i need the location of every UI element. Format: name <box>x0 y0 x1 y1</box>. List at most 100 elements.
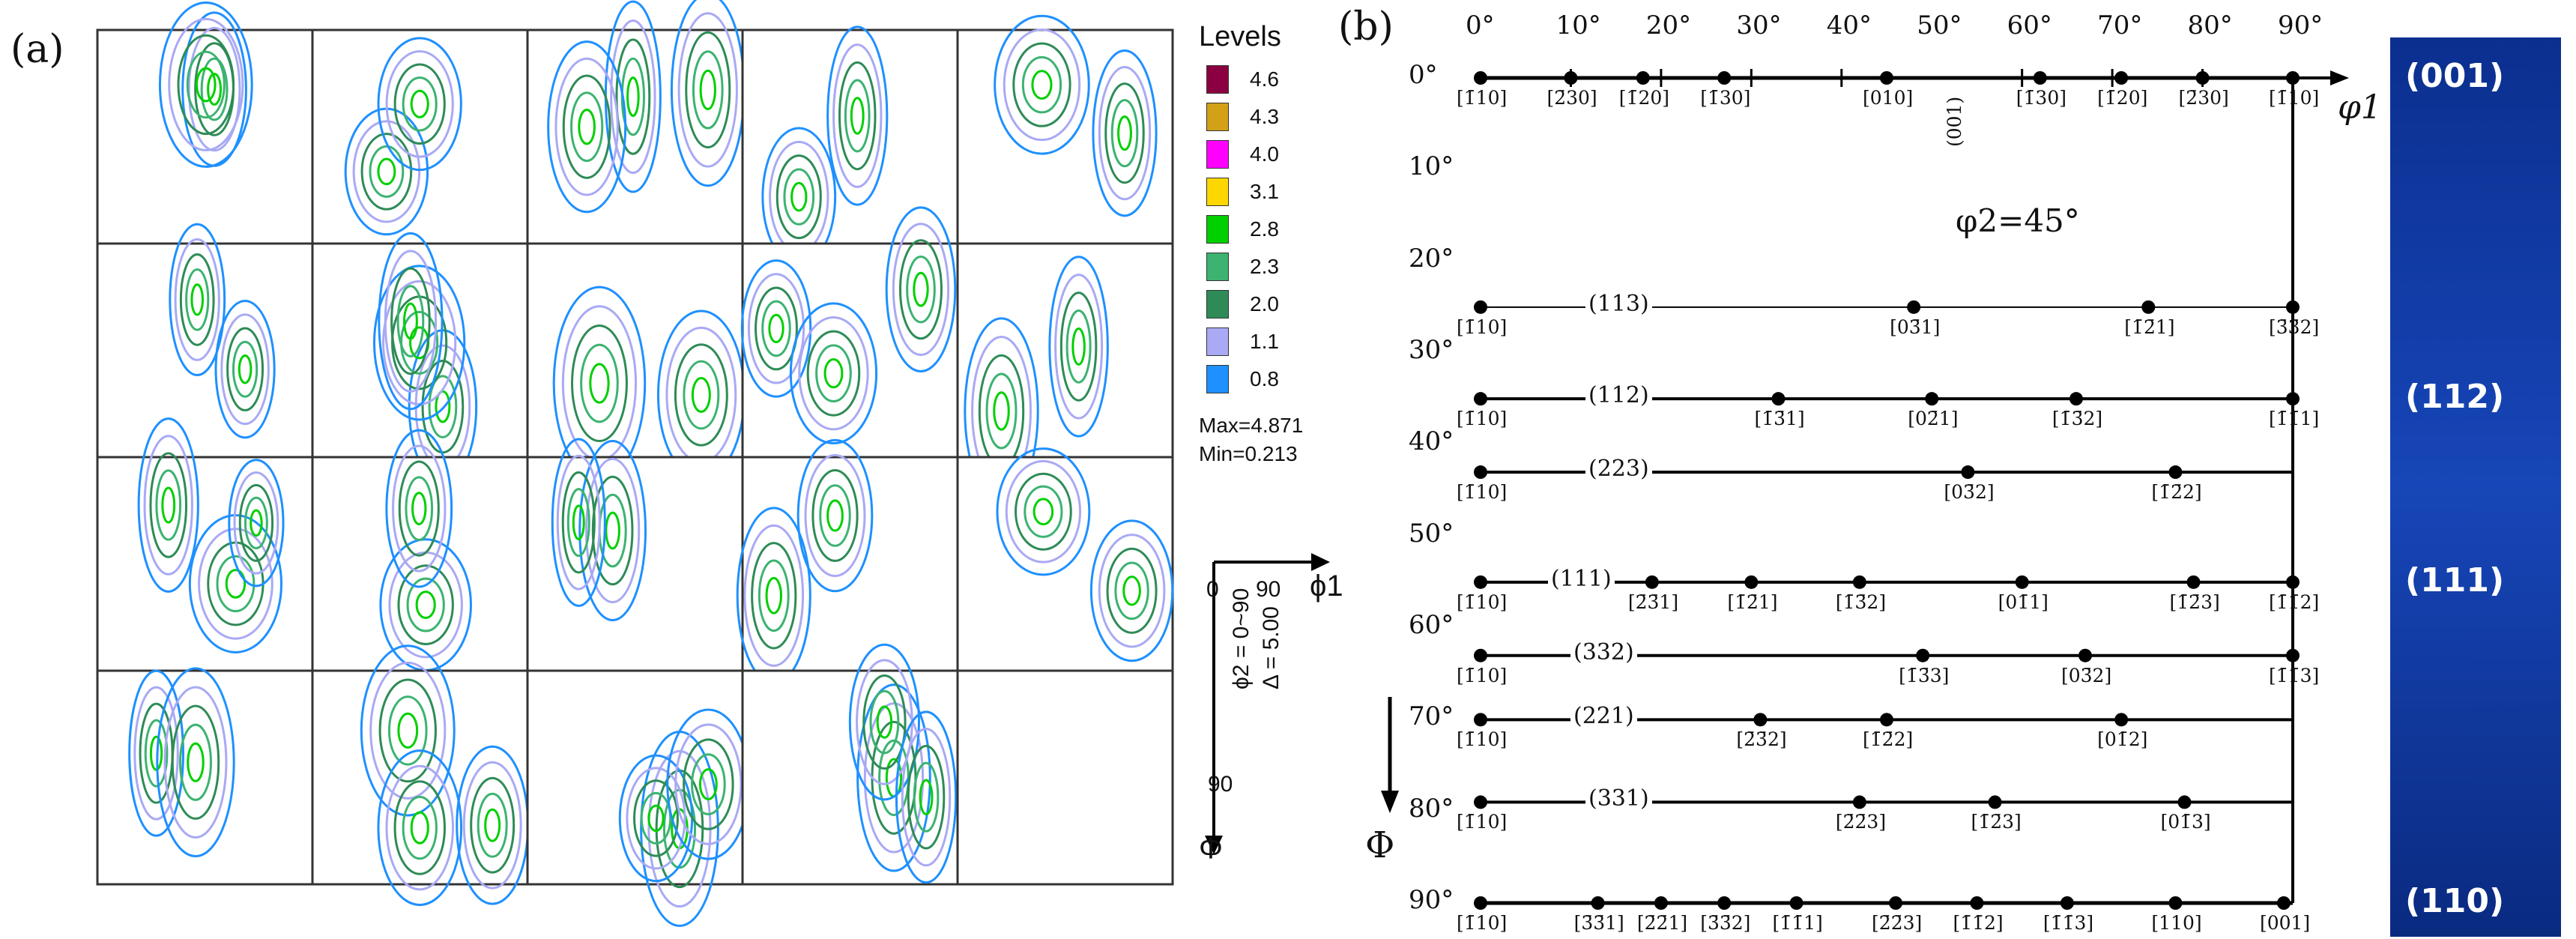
orientation-dot <box>1970 896 1984 910</box>
orientation-dot <box>1636 71 1650 85</box>
odf-contour <box>397 712 419 749</box>
orientation-label: [2̄2̄3] <box>1835 811 1887 833</box>
left-tick-label: 50° <box>1409 518 1454 549</box>
odf-contour <box>398 460 440 557</box>
odf-contour <box>789 302 878 445</box>
fiber-plane-label: (223) <box>1585 456 1652 483</box>
axis-key-y-label: Φ <box>1199 832 1223 865</box>
legend-swatch <box>1206 253 1229 281</box>
orientation-dot <box>1789 896 1803 910</box>
odf-contour <box>585 457 641 604</box>
odf-contour <box>1098 534 1166 648</box>
legend-swatch <box>1206 215 1229 244</box>
orientation-label: [1̄1̄2] <box>2269 591 2320 613</box>
odf-contour <box>798 316 869 431</box>
orientation-dot <box>1591 896 1605 910</box>
odf-contour <box>876 705 893 739</box>
odf-contour <box>385 429 453 588</box>
odf-contour <box>765 576 782 615</box>
odf-contour <box>850 97 865 135</box>
odf-contour <box>158 1 253 168</box>
orientation-dot <box>2286 648 2300 662</box>
odf-contour <box>187 26 241 152</box>
odf-contour <box>913 271 929 307</box>
odf-contour <box>913 761 940 833</box>
odf-contour <box>775 154 822 240</box>
odf-contour <box>1092 49 1158 217</box>
legend-row: 0.8 <box>1206 365 1279 393</box>
odf-contour <box>919 779 934 815</box>
odf-contour <box>826 499 844 532</box>
odf-contour <box>683 360 720 430</box>
odf-contour <box>605 511 620 550</box>
odf-contour <box>901 728 952 867</box>
orientation-label: [1̄1̄1] <box>1772 912 1823 934</box>
orientation-sidebar: (001) (112) (111) (110) <box>2390 37 2561 937</box>
odf-contour <box>226 327 264 411</box>
legend-row: 4.3 <box>1206 103 1279 131</box>
odf-contour <box>143 435 193 576</box>
axis-key-arrows <box>1205 553 1330 854</box>
odf-contour <box>207 73 223 106</box>
odf-contour <box>755 286 798 371</box>
odf-contour <box>692 50 724 130</box>
odf-contour <box>804 453 866 578</box>
legend-value: 0.8 <box>1250 367 1279 390</box>
odf-contour <box>674 723 743 845</box>
odf-section-grid <box>96 0 1174 927</box>
odf-contour <box>177 34 235 136</box>
odf-contour <box>402 76 438 132</box>
odf-contour <box>907 744 946 850</box>
odf-contour <box>578 108 596 145</box>
odf-contour <box>674 343 728 447</box>
legend-value: 2.0 <box>1250 292 1279 315</box>
odf-contour <box>589 363 610 404</box>
panel-b-label: (b) <box>1338 4 1394 49</box>
legend-value: 4.3 <box>1250 105 1279 128</box>
legend-value: 2.3 <box>1250 255 1279 278</box>
orientation-dot <box>2286 71 2300 85</box>
odf-contour <box>743 524 805 667</box>
orientation-label: [1̄10] <box>2269 87 2320 109</box>
orientation-label: [1̄10] <box>1457 664 1508 686</box>
legend-row: 2.3 <box>1206 253 1279 281</box>
odf-contour <box>396 285 425 357</box>
legend-row: 4.6 <box>1206 65 1279 94</box>
top-tick-label: 70° <box>2097 10 2143 40</box>
odf-contour <box>163 686 228 839</box>
odf-contour <box>186 50 226 119</box>
top-tick-label: 80° <box>2187 10 2233 40</box>
orientation-dot <box>2186 575 2201 589</box>
orientation-dot <box>1852 795 1866 809</box>
phi2-annotation: φ2=45° <box>1956 202 2080 239</box>
left-tick-label: 10° <box>1409 151 1454 182</box>
odf-contour <box>610 19 656 175</box>
odf-contour <box>377 157 396 186</box>
odf-contour <box>377 749 463 906</box>
orientation-dot <box>1474 896 1487 910</box>
odf-contour <box>895 710 958 884</box>
odf-contour <box>1110 99 1139 168</box>
orientation-dot <box>1880 71 1893 85</box>
odf-contour <box>216 555 256 613</box>
orientation-label: [1̄20] <box>1618 87 1670 109</box>
legend-row: 2.8 <box>1206 215 1279 244</box>
fiber-mid-label: (001) <box>1944 96 1966 147</box>
legend-max: Max=4.871 <box>1199 414 1304 437</box>
orientation-label: [02̄1] <box>1908 408 1959 430</box>
odf-contour <box>410 811 429 845</box>
orientation-label: [001] <box>2259 912 2311 934</box>
legend-swatch <box>1206 178 1229 206</box>
orientation-dot <box>2276 896 2291 910</box>
odf-contour <box>1005 459 1082 564</box>
odf-contour <box>238 483 274 562</box>
odf-contour <box>1104 82 1145 184</box>
legend-value: 1.1 <box>1250 330 1279 353</box>
orientation-label: [1̄3̄1] <box>1754 408 1805 430</box>
orientation-dot <box>2015 575 2029 589</box>
odf-contour <box>848 643 920 801</box>
odf-contour <box>740 259 812 398</box>
orientation-dot <box>1889 896 1903 910</box>
odf-contour <box>385 49 454 158</box>
odf-contour <box>838 61 877 171</box>
